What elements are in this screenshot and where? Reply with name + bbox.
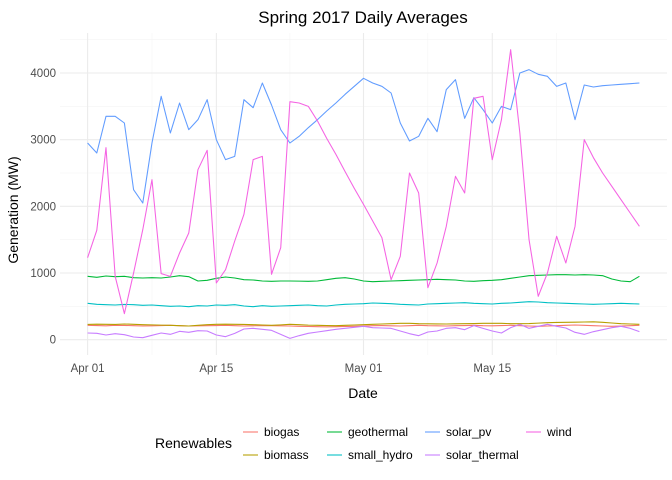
- series-line-wind: [87, 49, 640, 315]
- x-tick-label: May 15: [473, 363, 511, 375]
- y-tick-label: 3000: [30, 135, 56, 147]
- series-line-solar_pv: [87, 69, 640, 204]
- legend: Renewables biogas biomass geothermal small_…: [155, 425, 572, 462]
- x-tick-label: Apr 01: [71, 363, 105, 375]
- series-line-geothermal: [87, 274, 640, 283]
- y-axis-ticks: 0 1000 2000 3000 4000: [30, 68, 56, 347]
- legend-label-wind: wind: [546, 425, 572, 439]
- y-axis-title: Generation (MW): [5, 156, 21, 263]
- legend-label-geothermal: geothermal: [348, 425, 408, 439]
- chart-title: Spring 2017 Daily Averages: [258, 8, 468, 27]
- legend-label-small_hydro: small_hydro: [348, 448, 413, 462]
- y-tick-label: 4000: [30, 68, 56, 80]
- legend-label-biogas: biogas: [264, 425, 299, 439]
- y-tick-label: 2000: [30, 201, 56, 213]
- y-tick-label: 1000: [30, 268, 56, 280]
- legend-label-solar_pv: solar_pv: [446, 425, 491, 439]
- y-tick-label: 0: [50, 335, 56, 347]
- legend-title: Renewables: [155, 435, 232, 451]
- series-line-solar_thermal: [87, 323, 640, 339]
- legend-label-solar_thermal: solar_thermal: [446, 448, 519, 462]
- x-axis-ticks: Apr 01 Apr 15 May 01 May 15: [71, 363, 511, 375]
- series-lines: [87, 49, 640, 339]
- series-line-small_hydro: [87, 301, 640, 308]
- series-line-biomass: [87, 321, 640, 327]
- legend-label-biomass: biomass: [264, 448, 309, 462]
- x-tick-label: Apr 15: [199, 363, 233, 375]
- x-tick-label: May 01: [345, 363, 383, 375]
- x-axis-title: Date: [348, 385, 378, 401]
